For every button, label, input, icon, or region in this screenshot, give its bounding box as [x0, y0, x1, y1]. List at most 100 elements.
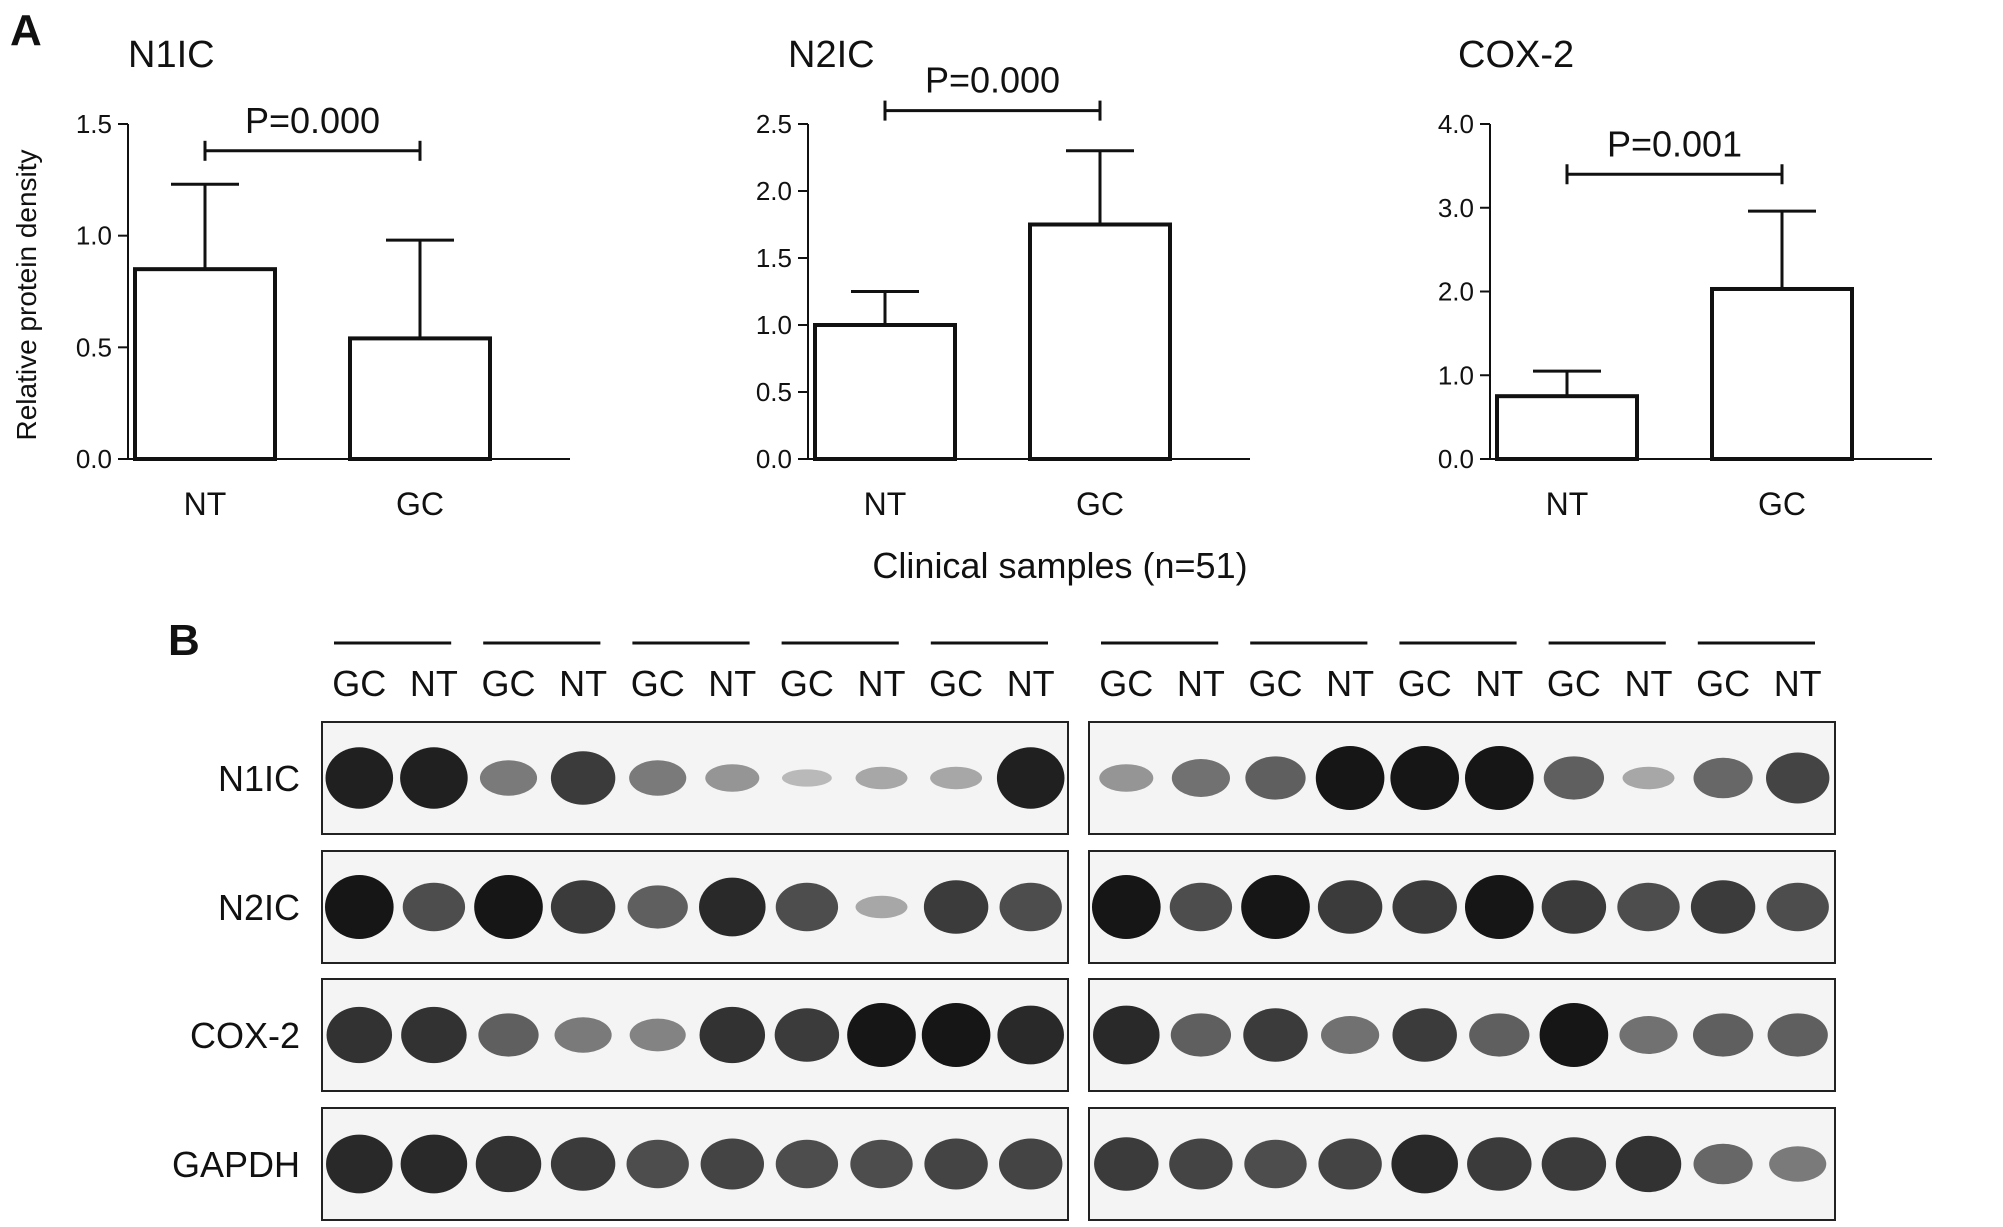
blot-band — [1539, 1003, 1609, 1067]
n1ic-category-label: GC — [396, 486, 444, 522]
lane-label-left: GC — [780, 663, 834, 704]
cox2-y-tick-label: 0.0 — [1438, 444, 1474, 474]
blot-band — [1243, 1008, 1308, 1062]
blot-band — [855, 766, 908, 790]
blot-band — [1244, 1139, 1307, 1189]
blot-band — [1693, 757, 1753, 799]
n2ic-y-tick-label: 0.5 — [756, 377, 792, 407]
blot-band — [1690, 880, 1756, 934]
blot-band — [1169, 882, 1233, 932]
blot-band — [400, 747, 468, 809]
blot-row-label: COX-2 — [190, 1015, 300, 1056]
blot-band — [775, 1139, 839, 1189]
blot-band — [402, 882, 466, 932]
blot-band — [996, 747, 1065, 809]
panel-a-letter: A — [10, 6, 42, 55]
blot-band — [1315, 746, 1385, 810]
blot-band — [1390, 746, 1460, 810]
n2ic-bar-gc — [1028, 222, 1172, 461]
western-blot-panel: GC NT GC NT GC NT GC NT GC NT GC NT GC NT GC NT GC NT GC NT… — [172, 641, 1836, 1221]
blot-band — [1467, 1137, 1532, 1191]
blot-band — [699, 1006, 766, 1064]
blot-band — [998, 1138, 1063, 1190]
lane-label-left: NT — [858, 663, 906, 704]
blot-band — [554, 1017, 612, 1053]
blot-band — [627, 885, 688, 929]
blot-band — [1318, 1138, 1382, 1190]
blot-band — [997, 1005, 1064, 1065]
lane-label-right: NT — [1177, 663, 1225, 704]
n2ic-category-label: NT — [864, 486, 907, 522]
blot-band — [1171, 759, 1230, 797]
blot-band — [1245, 756, 1306, 800]
n1ic-p-value: P=0.000 — [245, 100, 380, 141]
blot-band — [1693, 1143, 1753, 1185]
blot-band — [1622, 766, 1675, 790]
blot-band — [855, 895, 908, 919]
lane-label-right: GC — [1696, 663, 1750, 704]
blot-band — [1093, 1005, 1160, 1065]
n2ic-y-tick-label: 1.0 — [756, 310, 792, 340]
blot-band — [1767, 1013, 1828, 1057]
blot-band — [850, 1139, 913, 1189]
blot-band — [550, 880, 616, 934]
lane-label-right: NT — [1475, 663, 1523, 704]
blot-band — [699, 877, 766, 937]
lane-label-right: NT — [1774, 663, 1822, 704]
lane-label-right: NT — [1326, 663, 1374, 704]
n1ic-bar-nt — [133, 267, 277, 461]
blot-band — [1317, 880, 1383, 934]
blot-band — [401, 1006, 467, 1064]
n1ic-bar-gc — [348, 336, 492, 461]
lane-label-left: GC — [482, 663, 536, 704]
blot-band — [774, 1008, 840, 1062]
cox2-chart-title: COX-2 — [1458, 34, 1574, 76]
blot-band — [1091, 875, 1161, 939]
blot-band — [474, 875, 543, 939]
blot-band — [1543, 756, 1605, 800]
blot-band — [930, 766, 983, 790]
blot-band — [705, 764, 760, 792]
blot-band — [1392, 880, 1457, 934]
blot-band — [324, 875, 394, 939]
lane-label-right: NT — [1625, 663, 1673, 704]
lane-label-right: GC — [1099, 663, 1153, 704]
cox2-bar-nt — [1495, 394, 1639, 461]
chart-n2ic: N2IC 0.0 0.5 1.0 1.5 2.0 2.5 NT GC P=0.000 — [756, 34, 1250, 522]
n2ic-p-value: P=0.000 — [925, 60, 1060, 101]
blot-band — [921, 1003, 991, 1067]
blot-band — [400, 1134, 468, 1194]
n2ic-y-tick-label: 2.5 — [756, 109, 792, 139]
blot-band — [1766, 882, 1829, 932]
blot-band — [1169, 1138, 1233, 1190]
blot-band — [550, 1137, 616, 1191]
blot-band — [1170, 1013, 1232, 1057]
cox2-category-label: GC — [1758, 486, 1806, 522]
panel-b-letter: B — [168, 616, 200, 665]
n1ic-category-label: NT — [184, 486, 227, 522]
blot-band — [775, 882, 839, 932]
shared-x-axis-title: Clinical samples (n=51) — [872, 545, 1247, 586]
cox2-y-tick-label: 2.0 — [1438, 277, 1474, 307]
blot-band — [478, 1013, 539, 1057]
blot-row-label: N2IC — [218, 887, 300, 928]
cox2-category-label: NT — [1546, 486, 1589, 522]
blot-band — [1765, 752, 1830, 804]
n2ic-y-tick-label: 1.5 — [756, 243, 792, 273]
blot-band — [1094, 1137, 1159, 1191]
lane-label-right: GC — [1547, 663, 1601, 704]
blot-band — [1617, 882, 1680, 932]
lane-label-left: NT — [410, 663, 458, 704]
lane-label-left: NT — [708, 663, 756, 704]
blot-band — [923, 880, 989, 934]
blot-row-label: N1IC — [218, 758, 300, 799]
cox2-y-tick-label: 3.0 — [1438, 193, 1474, 223]
n2ic-bar-nt — [813, 323, 957, 461]
y-axis-title: Relative protein density — [11, 149, 42, 440]
blot-band — [626, 1139, 689, 1189]
lane-label-left: GC — [332, 663, 386, 704]
blot-band — [700, 1138, 765, 1190]
cox2-bar-gc — [1710, 286, 1854, 461]
cox2-y-tick-label: 4.0 — [1438, 109, 1474, 139]
